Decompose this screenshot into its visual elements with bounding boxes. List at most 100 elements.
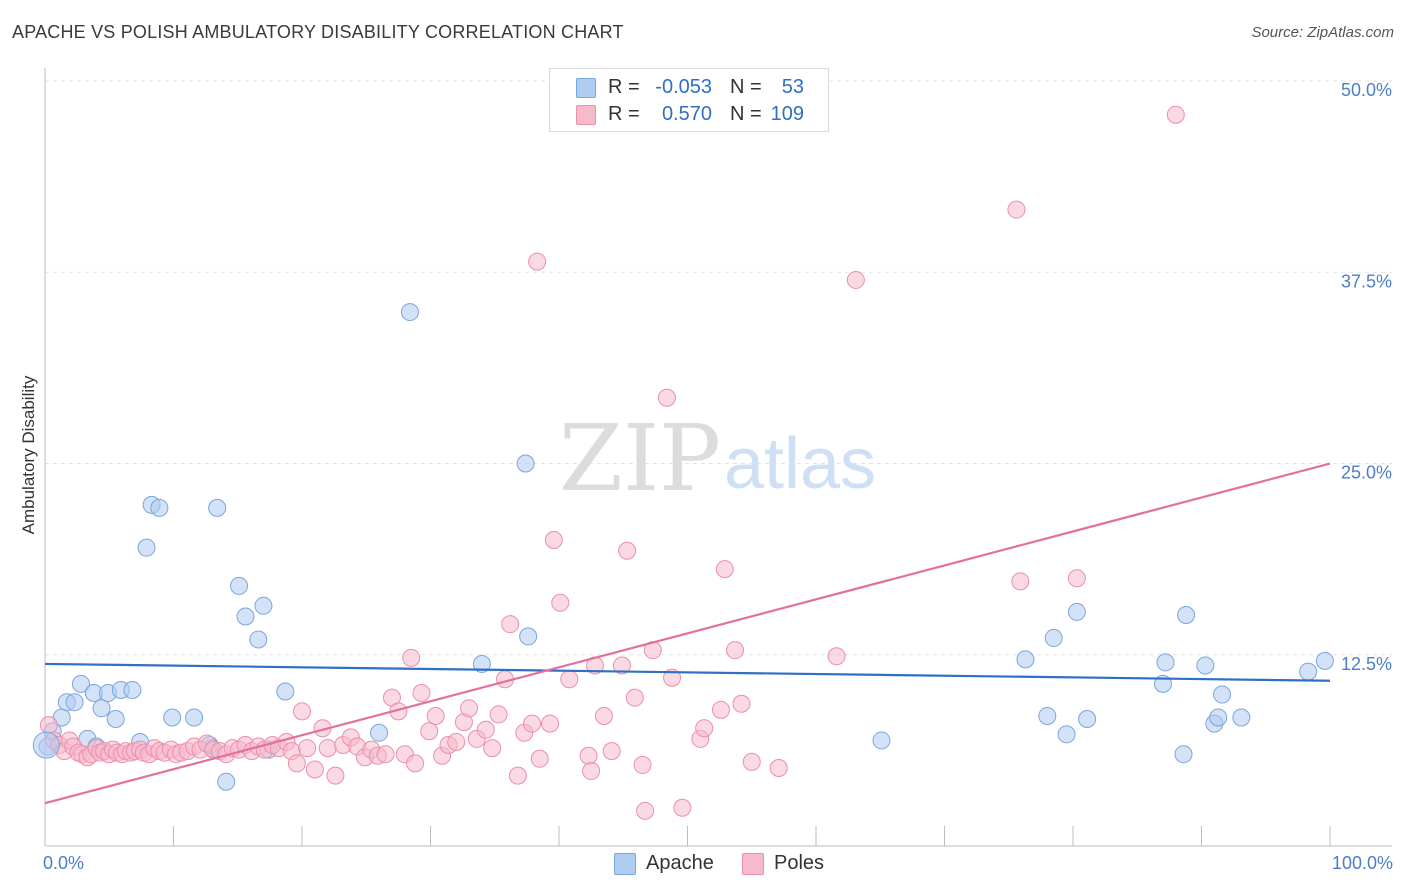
legend-n-label: N = — [730, 103, 762, 125]
data-point-apache — [106, 710, 125, 729]
legend-r-value: 0.570 — [661, 103, 712, 125]
legend-n-label: N = — [730, 76, 762, 98]
data-point-poles — [298, 739, 317, 758]
data-point-poles — [1166, 105, 1185, 124]
data-point-poles — [402, 648, 421, 667]
y-tick-label: 37.5% — [1341, 271, 1392, 291]
data-point-apache — [1232, 708, 1251, 727]
data-point-poles — [560, 670, 579, 689]
legend-label-apache: Apache — [646, 852, 714, 874]
data-point-poles — [1007, 200, 1026, 219]
data-point-poles — [508, 766, 527, 785]
data-point-apache — [123, 680, 142, 699]
data-point-apache — [254, 596, 273, 615]
data-point-apache — [32, 731, 60, 759]
source-label: Source: ZipAtlas.com — [1251, 24, 1394, 41]
data-point-poles — [827, 647, 846, 666]
data-point-apache — [163, 708, 182, 727]
y-axis-title: Ambulatory Disability — [19, 375, 38, 534]
tick-labels: 12.5% 25.0% 37.5% 50.0% 0.0% 100.0% — [43, 80, 1393, 873]
data-point-apache — [137, 538, 156, 557]
data-points — [32, 105, 1334, 820]
data-point-poles — [420, 722, 439, 741]
data-point-apache — [249, 630, 268, 649]
data-point-poles — [579, 746, 598, 765]
data-point-poles — [376, 745, 395, 764]
data-point-apache — [1016, 650, 1035, 669]
data-point-poles — [483, 739, 502, 758]
data-point-apache — [150, 498, 169, 517]
data-point-poles — [318, 739, 337, 758]
data-point-poles — [618, 541, 637, 560]
series-apache — [38, 303, 1334, 791]
data-point-apache — [516, 454, 535, 473]
data-point-apache — [1213, 685, 1232, 704]
legend-n-value: 109 — [770, 103, 804, 125]
data-point-apache — [1177, 605, 1196, 624]
legend-r-value: -0.053 — [655, 76, 712, 98]
data-point-apache — [472, 654, 491, 673]
data-point-poles — [476, 720, 495, 739]
watermark-atlas: atlas — [724, 424, 876, 504]
data-point-poles — [39, 716, 58, 735]
data-point-poles — [732, 694, 751, 713]
x-tick-label: 0.0% — [43, 853, 84, 873]
data-point-apache — [1299, 662, 1318, 681]
data-point-apache — [208, 498, 227, 517]
legend-swatch-poles — [742, 853, 764, 875]
data-point-poles — [726, 641, 745, 660]
data-point-apache — [185, 708, 204, 727]
data-point-poles — [1067, 569, 1086, 588]
data-point-poles — [426, 706, 445, 725]
data-point-poles — [287, 754, 306, 773]
data-point-apache — [1209, 708, 1228, 727]
data-point-poles — [663, 668, 682, 687]
legend-n-value: 53 — [781, 76, 804, 98]
data-point-poles — [636, 801, 655, 820]
data-point-poles — [530, 749, 549, 768]
stats-legend: R = -0.053 N = 53 R = 0.570 N = 109 — [549, 68, 829, 132]
data-point-apache — [65, 693, 84, 712]
legend-swatch-apache — [576, 78, 596, 98]
data-point-poles — [412, 684, 431, 703]
y-tick-label: 12.5% — [1341, 654, 1392, 674]
data-point-apache — [1315, 651, 1334, 670]
trend-line-apache — [44, 662, 1331, 682]
data-point-poles — [715, 560, 734, 579]
data-point-poles — [594, 706, 613, 725]
data-point-poles — [528, 252, 547, 271]
data-point-apache — [230, 576, 249, 595]
data-point-apache — [519, 627, 538, 646]
data-point-poles — [326, 766, 345, 785]
legend-label-poles: Poles — [774, 852, 825, 874]
data-point-apache — [1156, 653, 1175, 672]
data-point-poles — [447, 732, 466, 751]
data-point-poles — [711, 700, 730, 719]
data-point-poles — [657, 388, 676, 407]
y-tick-label: 25.0% — [1341, 463, 1392, 483]
legend-r-label: R = — [608, 103, 640, 125]
data-point-apache — [71, 674, 90, 693]
chart-title: APACHE VS POLISH AMBULATORY DISABILITY C… — [12, 22, 624, 42]
data-point-apache — [1174, 745, 1193, 764]
trend-lines — [44, 462, 1331, 805]
data-point-apache — [400, 303, 419, 322]
legend-swatch-poles — [576, 105, 596, 125]
data-point-poles — [1011, 572, 1030, 591]
data-point-poles — [460, 699, 479, 718]
data-point-apache — [1078, 710, 1097, 729]
data-point-poles — [541, 714, 560, 733]
data-point-poles — [695, 719, 714, 738]
data-point-poles — [501, 615, 520, 634]
data-point-apache — [217, 772, 236, 791]
data-point-apache — [1044, 628, 1063, 647]
data-point-poles — [846, 270, 865, 289]
data-point-poles — [625, 688, 644, 707]
data-point-apache — [92, 699, 111, 718]
data-point-poles — [769, 758, 788, 777]
data-point-poles — [602, 742, 621, 761]
data-point-poles — [612, 656, 631, 675]
axes — [44, 68, 1392, 847]
data-point-apache — [1038, 706, 1057, 725]
